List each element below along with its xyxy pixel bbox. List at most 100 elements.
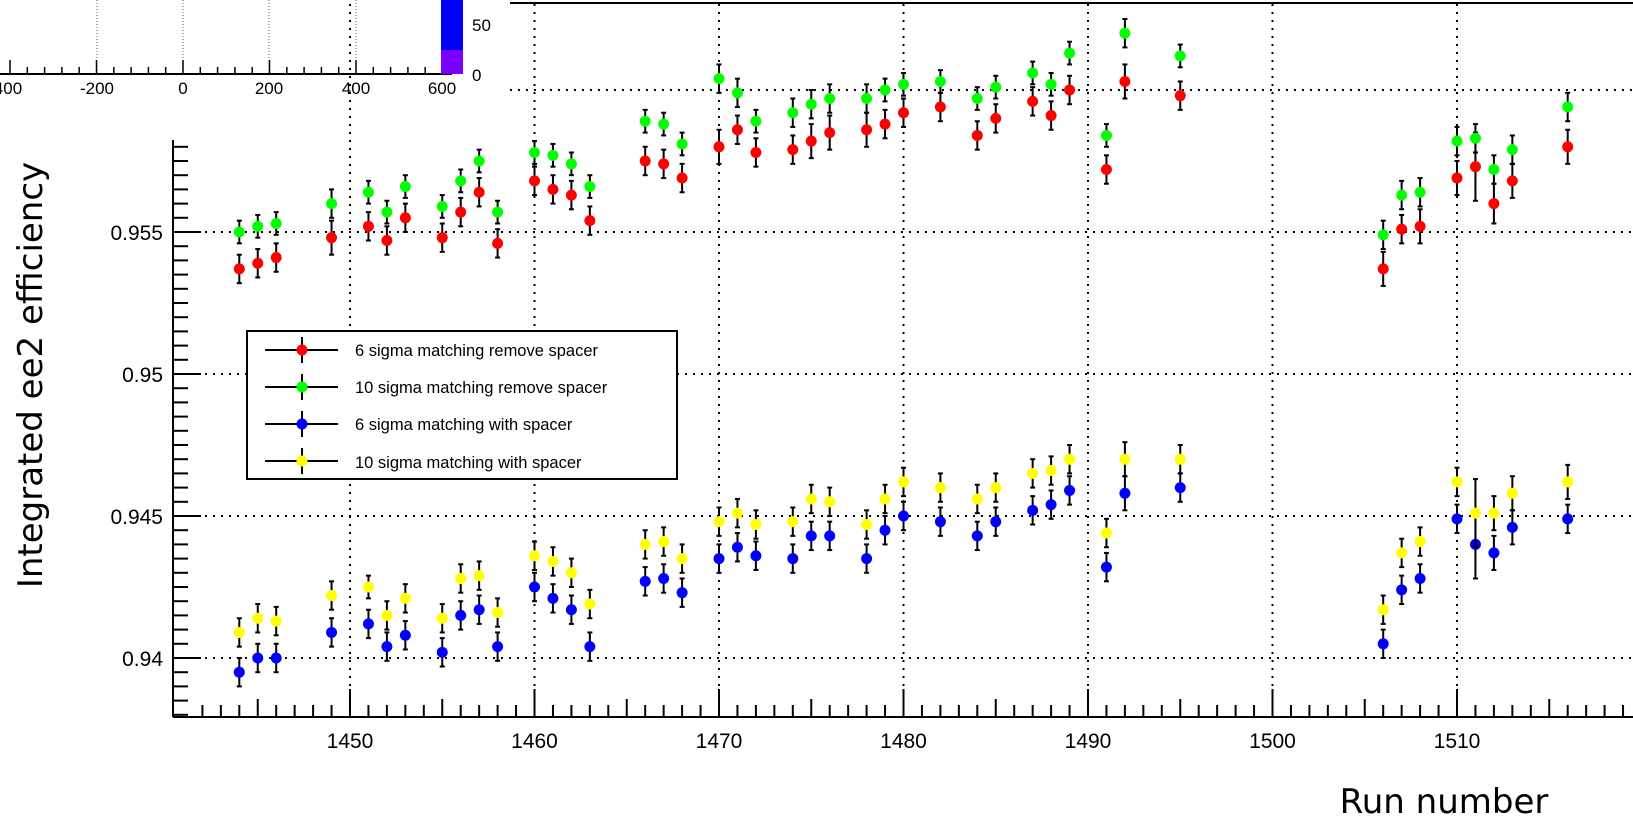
data-marker	[399, 629, 411, 641]
data-point	[436, 637, 448, 668]
data-point	[1414, 526, 1426, 557]
data-marker	[270, 252, 282, 264]
data-marker	[1506, 144, 1518, 156]
data-point	[1064, 475, 1076, 506]
data-point	[1064, 40, 1076, 66]
inset-x-tick-label: 200	[255, 79, 283, 98]
data-point	[252, 213, 264, 239]
data-point	[658, 111, 670, 137]
data-marker	[1377, 263, 1389, 275]
x-axis-title: Run number	[1340, 782, 1549, 819]
data-marker	[1100, 129, 1112, 141]
data-point	[473, 560, 485, 591]
data-marker	[1562, 101, 1574, 113]
data-marker	[1451, 476, 1463, 488]
data-point	[824, 114, 836, 151]
data-point	[399, 620, 411, 651]
y-tick-label: 0.955	[110, 222, 163, 245]
data-marker	[565, 604, 577, 616]
data-marker	[455, 572, 467, 584]
data-marker	[750, 550, 762, 562]
data-point	[1562, 128, 1574, 165]
data-point	[787, 134, 799, 165]
x-tick-label: 1450	[327, 730, 374, 753]
data-point	[547, 546, 559, 577]
data-point	[1377, 219, 1389, 251]
data-marker	[436, 646, 448, 658]
data-marker	[1469, 132, 1481, 144]
data-point	[1100, 123, 1112, 148]
data-point	[381, 225, 393, 256]
data-marker	[676, 553, 688, 565]
data-marker	[1396, 223, 1408, 235]
data-marker	[879, 118, 891, 130]
data-point	[676, 131, 688, 157]
legend-marker	[296, 455, 308, 467]
data-marker	[879, 84, 891, 96]
data-point	[1488, 534, 1500, 571]
data-point	[750, 137, 762, 168]
data-point	[270, 605, 282, 637]
x-axis-ticks	[201, 689, 1625, 717]
data-point	[529, 140, 540, 165]
data-point	[639, 566, 651, 597]
data-marker	[1488, 198, 1500, 210]
data-point	[1451, 160, 1463, 197]
data-marker	[1027, 467, 1039, 479]
data-point	[731, 77, 743, 109]
data-point	[1174, 80, 1186, 111]
data-point	[1451, 125, 1463, 157]
data-point	[787, 543, 799, 574]
data-marker	[731, 124, 743, 136]
data-point	[971, 86, 983, 111]
data-point	[233, 617, 245, 648]
data-point	[750, 509, 762, 540]
data-marker	[750, 115, 762, 127]
data-marker	[455, 175, 467, 187]
data-point	[326, 219, 338, 256]
data-point	[1414, 563, 1426, 594]
data-point	[1027, 60, 1039, 86]
inset-grid	[96, 0, 357, 74]
x-axis-tick-labels: 1450 1460 1470 1480 1490 1500 1510	[327, 730, 1481, 753]
data-point	[879, 108, 891, 140]
data-point	[473, 177, 485, 208]
data-point	[824, 520, 836, 552]
data-marker	[1174, 50, 1186, 62]
data-marker	[824, 127, 836, 139]
series-3	[233, 472, 1574, 688]
data-marker	[934, 101, 946, 113]
inset-colorbar-tick-label: 50	[472, 16, 491, 35]
data-point	[455, 168, 467, 194]
data-marker	[381, 641, 393, 653]
data-point	[861, 509, 873, 540]
data-marker	[1562, 513, 1574, 525]
data-point	[1119, 63, 1131, 100]
data-point	[1396, 574, 1408, 606]
inset-x-tick-label: 400	[0, 79, 22, 98]
data-marker	[1377, 229, 1389, 241]
inset-x-tick-label: 400	[342, 79, 370, 98]
data-point	[658, 563, 670, 594]
data-point	[565, 151, 577, 177]
data-marker	[1119, 453, 1131, 465]
data-marker	[1027, 504, 1039, 516]
data-marker	[362, 186, 374, 198]
data-marker	[362, 220, 374, 232]
data-marker	[1064, 484, 1076, 496]
data-marker	[1377, 638, 1389, 650]
data-marker	[584, 215, 596, 227]
data-point	[713, 506, 725, 537]
data-marker	[1064, 453, 1076, 465]
data-point	[971, 120, 983, 151]
data-marker	[971, 129, 983, 141]
data-marker	[658, 572, 670, 584]
data-point	[1451, 503, 1463, 535]
data-marker	[805, 530, 817, 542]
data-marker	[547, 555, 559, 567]
data-point	[1451, 466, 1463, 498]
data-marker	[473, 186, 485, 198]
data-marker	[584, 181, 596, 193]
data-point	[1506, 134, 1518, 165]
